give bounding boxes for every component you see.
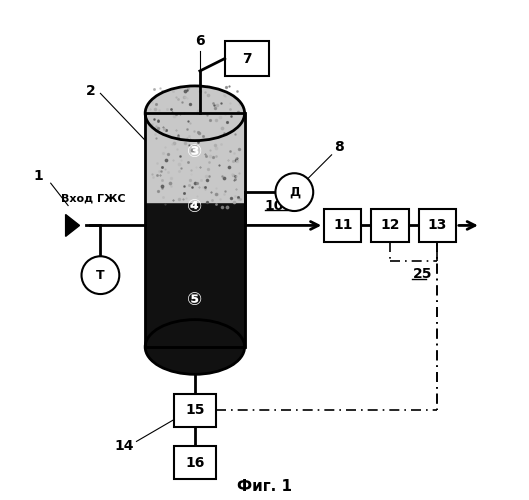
Text: 15: 15 [185, 404, 205, 417]
Text: 16: 16 [185, 456, 205, 469]
Text: Фиг. 1: Фиг. 1 [237, 478, 292, 494]
Bar [324, 210, 361, 242]
Text: 10: 10 [264, 198, 284, 212]
Ellipse shape [145, 86, 244, 141]
Text: ③: ③ [187, 143, 203, 161]
Text: 1: 1 [33, 168, 43, 182]
Text: 25: 25 [413, 267, 432, 281]
Text: 12: 12 [380, 218, 400, 232]
Text: 8: 8 [334, 140, 344, 154]
Text: 2: 2 [86, 84, 95, 98]
Circle shape [81, 256, 120, 294]
Text: ④: ④ [187, 198, 203, 216]
Bar [145, 114, 244, 202]
Text: 11: 11 [333, 218, 352, 232]
Text: Д: Д [289, 186, 300, 198]
Circle shape [276, 173, 313, 211]
Text: 14: 14 [114, 440, 134, 454]
Bar [174, 446, 216, 478]
Text: ⑤: ⑤ [187, 291, 203, 309]
Polygon shape [66, 214, 79, 236]
Bar [371, 210, 409, 242]
Text: 6: 6 [195, 34, 205, 48]
Text: 7: 7 [242, 52, 252, 66]
Text: Вход ГЖС: Вход ГЖС [61, 193, 125, 203]
Bar [145, 114, 244, 347]
Bar [418, 210, 456, 242]
Bar [145, 114, 244, 347]
Text: Т: Т [96, 268, 105, 281]
Ellipse shape [145, 320, 244, 374]
Text: 13: 13 [427, 218, 447, 232]
Bar [174, 394, 216, 426]
Bar [225, 41, 269, 76]
